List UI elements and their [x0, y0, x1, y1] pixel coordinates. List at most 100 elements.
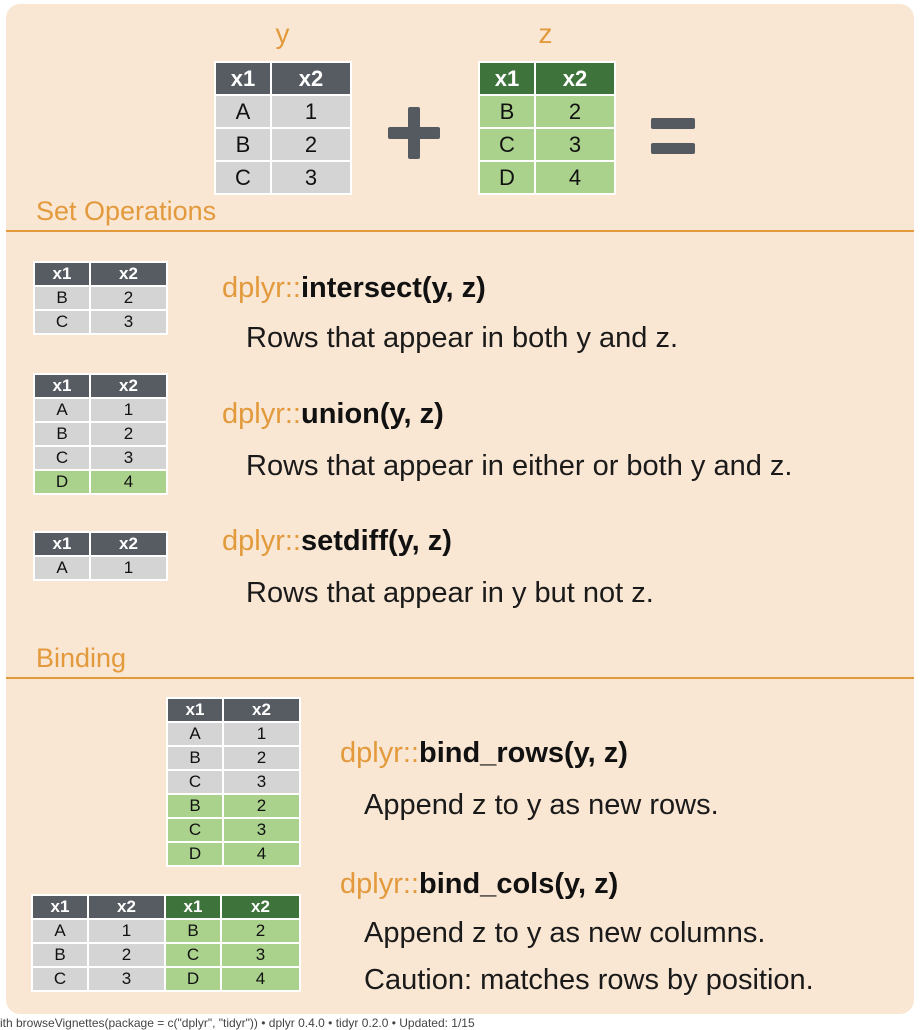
- union-description: Rows that appear in either or both y and…: [246, 450, 793, 482]
- bind-rows-result-table: x1 x2 A 1 B 2 C 3 B 2 C 3 D 4: [166, 697, 301, 867]
- table-row: C 3: [478, 127, 616, 162]
- table-cell: C: [214, 160, 272, 195]
- table-row: B 2: [166, 793, 301, 819]
- table-cell: 2: [534, 94, 616, 129]
- footer-text: ith browseVignettes(package = c("dplyr",…: [0, 1016, 475, 1030]
- table-cell: B: [166, 745, 224, 771]
- bind-cols-result-table: x1 x2 x1 x2 A 1 B 2 B 2 C 3 C 3 D 4: [31, 894, 301, 992]
- table-y: x1 x2 A 1 B 2 C 3: [214, 61, 352, 195]
- section-divider: [6, 677, 914, 679]
- table-row: B 2: [33, 285, 168, 311]
- table-header: x1: [31, 894, 89, 920]
- table-cell: 4: [534, 160, 616, 195]
- table-cell: 3: [222, 769, 301, 795]
- table-header: x1: [166, 697, 224, 723]
- table-row: A 1: [166, 721, 301, 747]
- table-cell: 4: [222, 841, 301, 867]
- table-cell: B: [166, 793, 224, 819]
- bind-rows-description: Append z to y as new rows.: [364, 789, 719, 821]
- table-cell: 2: [270, 127, 352, 162]
- setdiff-result-table: x1 x2 A 1: [33, 531, 168, 581]
- function-setdiff: dplyr::setdiff(y, z): [222, 525, 452, 558]
- table-cell: 1: [89, 397, 168, 423]
- table-cell: 2: [222, 745, 301, 771]
- table-row: D 4: [33, 469, 168, 495]
- table-header: x2: [270, 61, 352, 96]
- plus-icon-vertical: [408, 107, 420, 159]
- package-prefix: dplyr::: [222, 272, 301, 304]
- setdiff-description: Rows that appear in y but not z.: [246, 577, 654, 609]
- bind-cols-description: Append z to y as new columns.: [364, 917, 766, 949]
- table-cell: C: [478, 127, 536, 162]
- equals-icon-lower: [651, 143, 695, 154]
- table-cell: 2: [89, 285, 168, 311]
- table-cell: C: [33, 309, 91, 335]
- table-row: C 3: [166, 769, 301, 795]
- function-intersect: dplyr::intersect(y, z): [222, 272, 486, 305]
- equals-icon: [651, 118, 695, 129]
- section-title-set-operations: Set Operations: [36, 196, 217, 226]
- table-header: x2: [534, 61, 616, 96]
- function-name: bind_rows(y, z): [418, 737, 628, 769]
- bind-cols-caution: Caution: matches rows by position.: [364, 964, 814, 996]
- function-bind-rows: dplyr::bind_rows(y, z): [340, 737, 628, 770]
- table-row: C 3: [166, 817, 301, 843]
- table-cell: A: [31, 918, 89, 944]
- section-title-binding: Binding: [36, 643, 127, 673]
- table-row: C 3: [214, 160, 352, 195]
- table-cell: B: [164, 918, 222, 944]
- table-cell: 4: [220, 966, 301, 992]
- table-header: x1: [214, 61, 272, 96]
- table-cell: A: [33, 397, 91, 423]
- table-cell: B: [214, 127, 272, 162]
- table-cell: 2: [222, 793, 301, 819]
- table-cell: A: [166, 721, 224, 747]
- table-cell: 3: [87, 966, 166, 992]
- package-prefix: dplyr::: [222, 525, 301, 557]
- cheatsheet-panel: [6, 4, 914, 1014]
- table-row: B 2: [166, 745, 301, 771]
- table-row: A 1: [214, 94, 352, 129]
- table-header: x2: [89, 261, 168, 287]
- table-row: B 2 C 3: [31, 942, 301, 968]
- union-result-table: x1 x2 A 1 B 2 C 3 D 4: [33, 373, 168, 495]
- function-name: setdiff(y, z): [300, 525, 452, 557]
- intersect-result-table: x1 x2 B 2 C 3: [33, 261, 168, 335]
- section-divider: [6, 230, 914, 232]
- table-header: x2: [89, 531, 168, 557]
- table-cell: 1: [89, 555, 168, 581]
- package-prefix: dplyr::: [222, 398, 301, 430]
- table-header: x2: [89, 373, 168, 399]
- table-z-name: z: [538, 18, 553, 49]
- table-cell: D: [164, 966, 222, 992]
- function-name: bind_cols(y, z): [418, 868, 619, 900]
- table-cell: 3: [89, 309, 168, 335]
- table-row: A 1: [33, 397, 168, 423]
- table-cell: 2: [89, 421, 168, 447]
- table-row: D 4: [166, 841, 301, 867]
- table-header: x1: [164, 894, 222, 920]
- function-union: dplyr::union(y, z): [222, 398, 444, 431]
- table-cell: A: [33, 555, 91, 581]
- table-cell: 1: [222, 721, 301, 747]
- table-row: D 4: [478, 160, 616, 195]
- table-row: A 1 B 2: [31, 918, 301, 944]
- table-header: x2: [220, 894, 301, 920]
- table-header: x1: [478, 61, 536, 96]
- table-row: C 3: [33, 309, 168, 335]
- table-cell: C: [33, 445, 91, 471]
- table-row: C 3 D 4: [31, 966, 301, 992]
- table-cell: 3: [222, 817, 301, 843]
- package-prefix: dplyr::: [340, 868, 419, 900]
- function-name: union(y, z): [300, 398, 444, 430]
- table-header: x2: [87, 894, 166, 920]
- table-row: B 2: [478, 94, 616, 129]
- table-cell: C: [31, 966, 89, 992]
- table-cell: D: [33, 469, 91, 495]
- table-cell: B: [33, 421, 91, 447]
- intersect-description: Rows that appear in both y and z.: [246, 322, 679, 354]
- table-cell: C: [166, 817, 224, 843]
- table-cell: D: [478, 160, 536, 195]
- table-header: x2: [222, 697, 301, 723]
- table-cell: B: [478, 94, 536, 129]
